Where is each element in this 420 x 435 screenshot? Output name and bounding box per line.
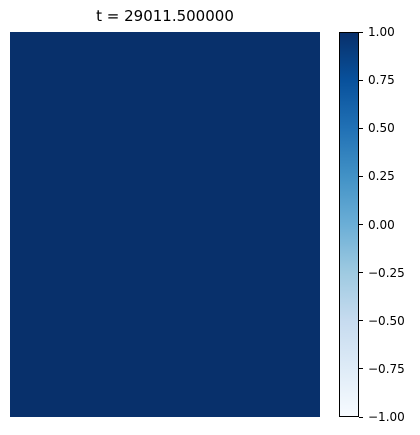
colorbar-tick-mark: [359, 31, 363, 33]
colorbar-tick-label: −0.75: [368, 361, 405, 376]
colorbar-tick-label: −0.50: [368, 313, 405, 328]
colorbar-tick-label: 1.00: [368, 25, 395, 39]
heatmap-plot: [10, 32, 320, 417]
colorbar-tick-mark: [359, 368, 363, 370]
colorbar-tick-mark: [359, 416, 363, 418]
colorbar-tick-label: −1.00: [368, 410, 405, 424]
colorbar-ticks: 1.00 0.75 0.50 0.25 0.00 −0.25 −0.50 −0.75 −1.00: [359, 25, 420, 424]
colorbar-tick-mark: [359, 127, 363, 129]
heatmap-cell: [10, 32, 320, 417]
colorbar-tick-label: −0.25: [368, 265, 405, 280]
colorbar-tick-mark: [359, 175, 363, 177]
colorbar-tick-mark: [359, 79, 363, 81]
colorbar-tick-mark: [359, 320, 363, 322]
colorbar-tick-mark: [359, 272, 363, 274]
colorbar-tick-mark: [359, 224, 363, 225]
colorbar: [339, 32, 359, 417]
chart-title: t = 29011.500000: [96, 7, 234, 25]
colorbar-tick-label: 0.75: [368, 73, 395, 88]
colorbar-tick-label: 0.00: [368, 217, 395, 232]
colorbar-tick-label: 0.50: [368, 121, 395, 136]
colorbar-tick-label: 0.25: [368, 169, 395, 184]
